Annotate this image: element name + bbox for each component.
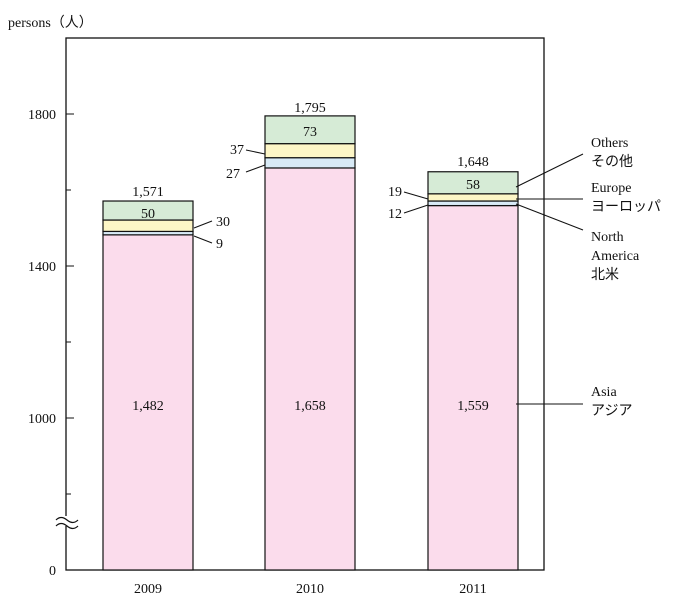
total-label: 1,648 xyxy=(457,155,489,170)
leader-line xyxy=(403,204,429,214)
bar-segment-others-2010 xyxy=(264,115,356,145)
legend-label-north-america: North xyxy=(591,230,624,245)
legend-label-others: Others xyxy=(591,136,628,151)
legend-label-america: America xyxy=(591,249,640,264)
asia-value-label: 1,658 xyxy=(294,399,326,414)
bar-segment-asia-2011 xyxy=(427,204,519,571)
leader-line xyxy=(403,191,429,200)
small-segment-labels: 30 9 37 27 19 12 xyxy=(193,143,429,252)
europe-value-label: 37 xyxy=(230,143,244,158)
bar-segment-europe-2011 xyxy=(427,193,519,202)
leader-line xyxy=(193,220,213,229)
y-axis: 0 1000 1400 1800 xyxy=(28,108,79,579)
x-tick-label: 2010 xyxy=(296,582,324,597)
others-value-label: 50 xyxy=(141,207,155,222)
series-labels: Others その他 Europe ヨーロッパ North America 北米… xyxy=(515,136,661,419)
europe-value-label: 19 xyxy=(388,185,402,200)
legend-label-europe-ja: ヨーロッパ xyxy=(591,199,661,215)
bar-segment-others-2009 xyxy=(102,200,194,221)
y-tick-label: 0 xyxy=(49,564,56,579)
legend-label-others-ja: その他 xyxy=(591,154,633,170)
legend-label-asia-ja: アジア xyxy=(591,403,632,419)
bar-segment-others-2011 xyxy=(427,171,519,195)
others-value-label: 58 xyxy=(466,178,480,193)
asia-value-label: 1,559 xyxy=(457,399,489,414)
y-tick-label: 1000 xyxy=(28,412,56,427)
legend-leader-line xyxy=(515,203,584,231)
asia-value-label: 1,482 xyxy=(132,399,164,414)
bar-segment-asia-2010 xyxy=(264,167,356,571)
leader-line xyxy=(193,235,213,244)
europe-value-label: 30 xyxy=(216,215,230,230)
x-axis: 2009 2010 2011 xyxy=(134,582,487,597)
leader-line xyxy=(245,164,266,173)
y-tick-label: 1800 xyxy=(28,108,56,123)
others-value-label: 73 xyxy=(303,125,317,140)
y-unit-label: persons（人） xyxy=(8,15,93,31)
legend-label-north-america-ja: 北米 xyxy=(591,267,619,283)
north-america-value-label: 9 xyxy=(216,237,223,252)
total-label: 1,571 xyxy=(132,185,164,200)
legend-label-asia: Asia xyxy=(591,385,617,400)
bar-segment-north-2011 xyxy=(427,200,519,207)
bar-segment-europe-2010 xyxy=(264,143,356,159)
y-tick-label: 1400 xyxy=(28,260,56,275)
x-tick-label: 2011 xyxy=(459,582,486,597)
legend-leader-line xyxy=(515,153,584,188)
axis-break-icon xyxy=(55,516,79,530)
north-america-value-label: 27 xyxy=(226,167,240,182)
x-tick-label: 2009 xyxy=(134,582,162,597)
leader-line xyxy=(245,149,266,155)
north-america-value-label: 12 xyxy=(388,207,402,222)
bar-segment-north-2010 xyxy=(264,157,356,169)
total-label: 1,795 xyxy=(294,101,326,116)
legend-label-europe: Europe xyxy=(591,181,631,196)
bars-group xyxy=(102,115,519,571)
